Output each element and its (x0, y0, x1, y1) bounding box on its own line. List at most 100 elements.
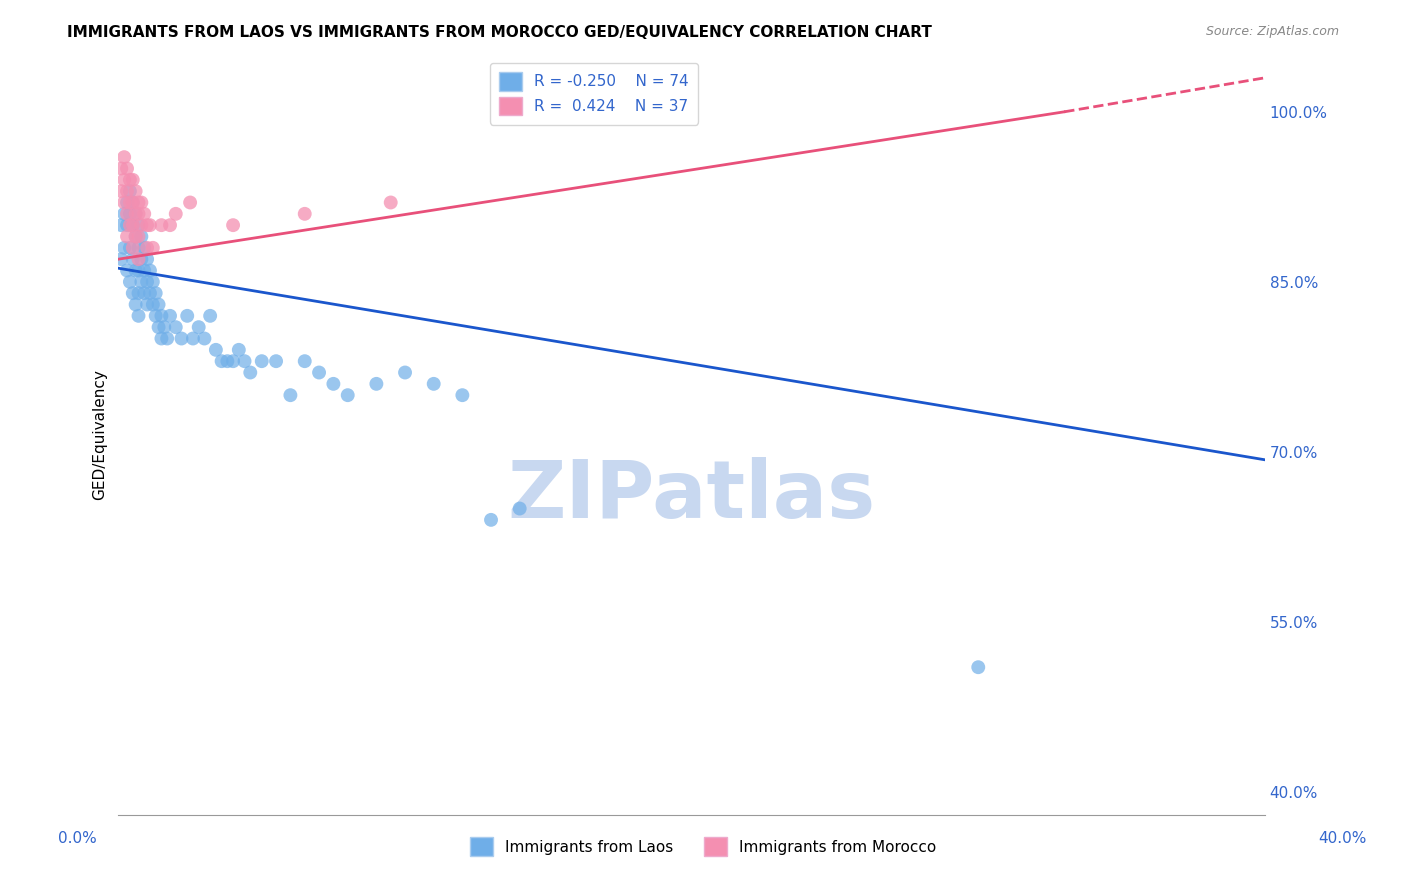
Point (150, 331, 173, 345)
Legend: R = -0.250    N = 74, R =  0.424    N = 37: R = -0.250 N = 74, R = 0.424 N = 37 (491, 62, 699, 125)
Point (110, 252, 132, 267)
Point (150, 309, 173, 323)
Point (115, 161, 138, 176)
Point (118, 218, 141, 232)
Point (112, 150, 135, 164)
Point (139, 286, 162, 301)
Point (134, 286, 156, 301)
Point (124, 297, 146, 311)
Point (131, 195, 153, 210)
Point (179, 195, 201, 210)
Point (294, 207, 316, 221)
Point (205, 343, 228, 357)
Point (118, 275, 141, 289)
Point (121, 218, 143, 232)
Point (233, 354, 256, 368)
Point (124, 207, 146, 221)
Point (115, 195, 138, 210)
Point (264, 354, 287, 368)
Point (217, 354, 239, 368)
Point (124, 263, 146, 277)
Point (139, 218, 162, 232)
Point (187, 320, 209, 334)
Point (118, 241, 141, 255)
Point (479, 513, 502, 527)
Point (193, 331, 215, 345)
Point (159, 218, 181, 232)
Y-axis label: GED/Equivalency: GED/Equivalency (93, 369, 107, 500)
Point (134, 263, 156, 277)
Point (115, 263, 138, 277)
Point (131, 275, 153, 289)
Point (136, 275, 159, 289)
Point (136, 241, 159, 255)
Point (145, 286, 167, 301)
Text: Source: ZipAtlas.com: Source: ZipAtlas.com (1205, 25, 1339, 38)
Point (112, 173, 135, 187)
Point (366, 376, 388, 391)
Point (131, 229, 153, 244)
Point (128, 286, 150, 301)
Point (110, 161, 132, 176)
Point (142, 241, 165, 255)
Text: ZIPatlas: ZIPatlas (508, 457, 876, 534)
Point (159, 309, 181, 323)
Point (128, 252, 150, 267)
Point (112, 207, 135, 221)
Legend: Immigrants from Laos, Immigrants from Morocco: Immigrants from Laos, Immigrants from Mo… (464, 831, 942, 862)
Point (422, 376, 444, 391)
Point (228, 343, 250, 357)
Point (142, 275, 165, 289)
Point (509, 501, 531, 516)
Point (176, 309, 198, 323)
Point (156, 331, 179, 345)
Point (128, 229, 150, 244)
Point (294, 354, 316, 368)
Point (115, 229, 138, 244)
Point (148, 297, 170, 311)
Point (128, 309, 150, 323)
Point (121, 218, 143, 232)
Point (136, 252, 159, 267)
Point (110, 218, 132, 232)
Point (181, 331, 204, 345)
Point (136, 297, 159, 311)
Point (121, 195, 143, 210)
Point (121, 241, 143, 255)
Point (131, 252, 153, 267)
Point (451, 388, 474, 402)
Point (280, 388, 302, 402)
Point (124, 207, 146, 221)
Point (121, 286, 143, 301)
Point (121, 252, 143, 267)
Point (128, 218, 150, 232)
Point (115, 218, 138, 232)
Point (170, 331, 193, 345)
Point (118, 207, 141, 221)
Point (121, 195, 143, 210)
Point (394, 366, 416, 380)
Text: 0.0%: 0.0% (58, 831, 97, 846)
Text: 40.0%: 40.0% (1319, 831, 1367, 846)
Point (136, 218, 159, 232)
Point (121, 173, 143, 187)
Point (124, 184, 146, 198)
Point (112, 241, 135, 255)
Point (131, 218, 153, 232)
Point (118, 184, 141, 198)
Point (134, 241, 156, 255)
Point (222, 218, 245, 232)
Point (222, 354, 245, 368)
Point (148, 320, 170, 334)
Point (322, 376, 344, 391)
Point (250, 354, 273, 368)
Point (112, 195, 135, 210)
Point (128, 263, 150, 277)
Point (308, 366, 330, 380)
Point (145, 309, 167, 323)
Point (115, 207, 138, 221)
Point (128, 207, 150, 221)
Point (139, 263, 162, 277)
Point (142, 297, 165, 311)
Point (165, 320, 187, 334)
